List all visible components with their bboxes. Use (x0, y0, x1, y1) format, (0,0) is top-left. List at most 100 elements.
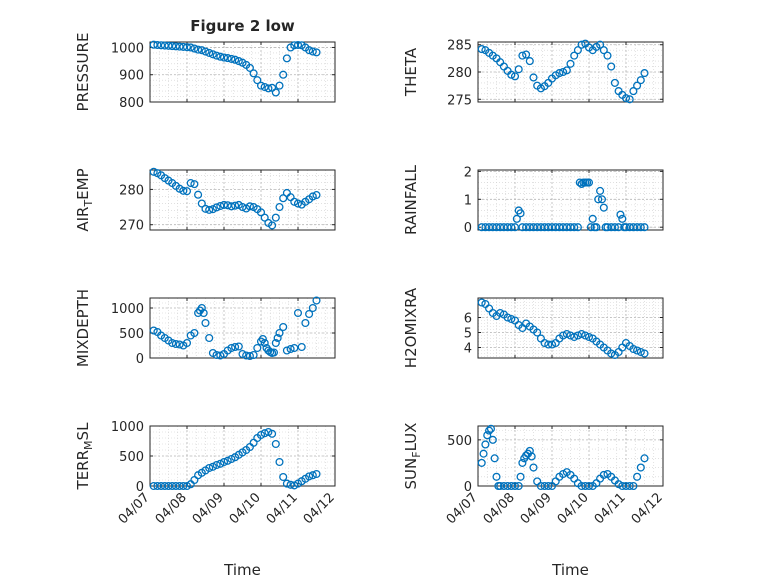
data-point (481, 440, 490, 449)
data-point (197, 46, 206, 55)
data-point (616, 210, 625, 219)
data-point (544, 340, 553, 349)
y-axis-label: TERRMSL (74, 422, 95, 491)
data-point (256, 208, 266, 217)
data-point (555, 69, 564, 78)
data-point (488, 435, 497, 444)
data-point (208, 50, 217, 59)
data-point (256, 81, 266, 90)
data-series (477, 178, 649, 232)
data-point (607, 349, 616, 358)
subplot-theta: 275 280 285 THETA (402, 39, 664, 108)
data-point (179, 186, 188, 195)
data-point (312, 296, 321, 305)
data-point (227, 343, 236, 353)
y-axis-label-main: THETA (402, 47, 420, 97)
y-axis-label-subscript: F (410, 451, 423, 457)
data-point (518, 458, 527, 467)
data-point (507, 223, 516, 232)
data-point (529, 73, 538, 82)
data-series (149, 40, 321, 97)
x-tick-label: 04/09 (518, 490, 555, 527)
data-point (570, 332, 579, 342)
data-point (610, 223, 619, 232)
data-point (577, 40, 586, 49)
data-point (212, 203, 221, 212)
data-point (227, 202, 236, 211)
data-point (201, 318, 210, 328)
y-axis-label-main: PRESSURE (74, 33, 92, 112)
data-point (584, 178, 594, 187)
data-series (477, 424, 649, 491)
data-point (269, 348, 279, 357)
x-tick-label: 04/10 (555, 490, 592, 527)
data-point (636, 223, 645, 232)
data-point (308, 47, 317, 56)
data-point (636, 76, 645, 85)
y-tick-label: 1000 (111, 302, 144, 317)
data-point (525, 446, 534, 455)
data-point (540, 338, 549, 348)
data-point (596, 186, 605, 195)
data-point (273, 333, 282, 343)
data-point (190, 44, 199, 53)
data-point (260, 82, 269, 92)
chart-title: Figure 2 low (190, 17, 295, 35)
data-point (231, 201, 240, 210)
data-point (216, 201, 225, 211)
data-point (633, 472, 642, 481)
data-point (636, 347, 645, 357)
data-point (186, 179, 195, 188)
y-tick-label: 270 (119, 219, 144, 234)
data-point (597, 195, 606, 204)
x-tick-label: 04/07 (116, 490, 153, 527)
y-axis-label-subscript: M (82, 440, 95, 450)
minor-grid (478, 170, 663, 230)
data-point (290, 343, 299, 353)
data-point (636, 463, 645, 472)
subplot-air_temp: 270 280 AIRTEMP (74, 167, 336, 234)
data-point (525, 57, 534, 66)
data-point (570, 223, 579, 232)
data-point (179, 481, 188, 491)
y-axis-label-tail: LUX (402, 423, 420, 452)
data-point (249, 69, 258, 78)
data-point (305, 472, 314, 481)
y-axis-label-main: AIR (74, 207, 92, 232)
data-point (633, 81, 642, 90)
data-point (279, 322, 288, 332)
data-point (264, 84, 273, 93)
axes-box (149, 169, 336, 231)
y-axis-label: THETA (402, 47, 420, 97)
data-point (275, 203, 284, 212)
data-point (194, 190, 203, 199)
y-tick-label: 500 (119, 327, 144, 342)
data-point (282, 54, 291, 63)
data-point (610, 78, 619, 87)
data-point (588, 214, 597, 223)
data-point (223, 54, 232, 63)
x-axis-label: Time (223, 561, 261, 579)
data-point (245, 202, 254, 211)
y-axis-label-tail: SL (74, 422, 92, 441)
data-point (286, 344, 295, 354)
axes-box (477, 297, 664, 359)
data-point (279, 70, 288, 79)
y-tick-label: 275 (447, 93, 472, 108)
data-point (312, 469, 321, 479)
data-point (149, 167, 158, 176)
data-point (640, 69, 649, 78)
axes-box (477, 425, 664, 487)
y-axis-label-main: SUN (402, 458, 420, 490)
data-point (282, 479, 291, 488)
data-point (573, 46, 582, 55)
y-axis-label-tail: EMP (74, 168, 92, 199)
y-tick-label: 285 (447, 39, 472, 54)
data-point (477, 45, 486, 54)
y-axis-label: H2OMIXRA (402, 287, 420, 368)
data-point (260, 213, 269, 222)
x-tick-label: 04/11 (264, 490, 301, 527)
data-point (562, 66, 571, 75)
y-tick-label: 6 (464, 312, 472, 327)
data-point (199, 308, 208, 318)
